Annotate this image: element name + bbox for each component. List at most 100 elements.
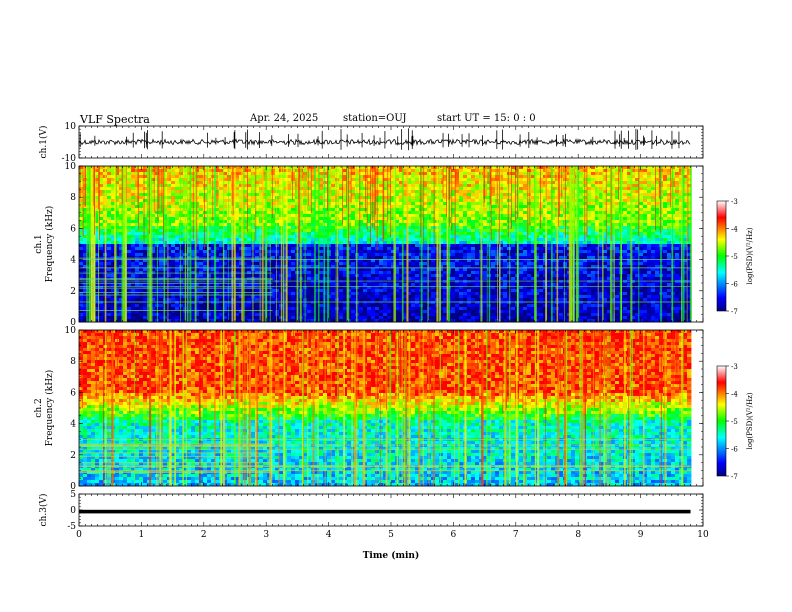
heatmap-cell	[511, 196, 516, 200]
heatmap-cell	[431, 256, 436, 260]
heatmap-cell	[179, 253, 184, 257]
heatmap-cell	[327, 169, 332, 173]
heatmap-cell	[467, 232, 472, 236]
heatmap-cell	[239, 208, 244, 212]
heatmap-cell	[271, 235, 276, 239]
heatmap-cell	[159, 229, 164, 233]
heatmap-cell	[219, 214, 224, 218]
heatmap-cell	[399, 199, 404, 203]
heatmap-cell	[491, 220, 496, 224]
heatmap-cell	[291, 202, 296, 206]
heatmap-cell	[311, 196, 316, 200]
heatmap-cell	[507, 232, 512, 236]
heatmap-cell	[291, 175, 296, 179]
heatmap-cell	[171, 202, 176, 206]
heatmap-cell	[431, 235, 436, 239]
heatmap-cell	[259, 190, 264, 194]
heatmap-cell	[611, 175, 616, 179]
heatmap-cell	[459, 244, 464, 248]
heatmap-cell	[175, 256, 180, 260]
heatmap-cell	[655, 181, 660, 185]
heatmap-cell	[267, 256, 272, 260]
heatmap-cell	[539, 229, 544, 233]
heatmap-cell	[471, 217, 476, 221]
heatmap-cell	[199, 214, 204, 218]
heatmap-cell	[99, 208, 104, 212]
heatmap-cell	[259, 187, 264, 191]
heatmap-cell	[119, 199, 124, 203]
heatmap-cell	[107, 226, 112, 230]
heatmap-cell	[371, 250, 376, 254]
heatmap-cell	[307, 190, 312, 194]
heatmap-cell	[463, 247, 468, 251]
heatmap-cell	[339, 187, 344, 191]
heatmap-cell	[99, 196, 104, 200]
heatmap-cell	[359, 166, 364, 170]
heatmap-cell	[467, 253, 472, 257]
heatmap-cell	[519, 196, 524, 200]
heatmap-cell	[259, 175, 264, 179]
heatmap-cell	[247, 181, 252, 185]
heatmap-cell	[559, 223, 564, 227]
heatmap-cell	[427, 199, 432, 203]
heatmap-cell	[639, 238, 644, 242]
heatmap-cell	[643, 238, 648, 242]
heatmap-cell	[351, 238, 356, 242]
heatmap-cell	[195, 196, 200, 200]
heatmap-cell	[599, 166, 604, 170]
heatmap-cell	[219, 199, 224, 203]
heatmap-cell	[319, 166, 324, 170]
heatmap-cell	[351, 175, 356, 179]
heatmap-cell	[627, 199, 632, 203]
heatmap-cell	[275, 172, 280, 176]
heatmap-cell	[519, 217, 524, 221]
heatmap-cell	[311, 202, 316, 206]
heatmap-cell	[655, 250, 660, 254]
heatmap-cell	[655, 172, 660, 176]
heatmap-cell	[471, 211, 476, 215]
heatmap-cell	[547, 202, 552, 206]
heatmap-cell	[431, 232, 436, 236]
heatmap-cell	[443, 187, 448, 191]
heatmap-cell	[467, 220, 472, 224]
heatmap-cell	[351, 169, 356, 173]
heatmap-cell	[275, 181, 280, 185]
heatmap-cell	[623, 253, 628, 257]
heatmap-cell	[643, 166, 648, 170]
heatmap-cell	[603, 178, 608, 182]
heatmap-cell	[475, 208, 480, 212]
heatmap-cell	[267, 238, 272, 242]
heatmap-cell	[311, 193, 316, 197]
heatmap-cell	[331, 166, 336, 170]
heatmap-cell	[583, 238, 588, 242]
heatmap-cell	[463, 196, 468, 200]
heatmap-cell	[551, 193, 556, 197]
heatmap-cell	[539, 226, 544, 230]
heatmap-cell	[663, 250, 668, 254]
heatmap-cell	[615, 190, 620, 194]
heatmap-cell	[363, 250, 368, 254]
heatmap-cell	[627, 172, 632, 176]
heatmap-cell	[471, 232, 476, 236]
heatmap-cell	[287, 232, 292, 236]
heatmap-cell	[187, 169, 192, 173]
heatmap-cell	[259, 172, 264, 176]
heatmap-cell	[639, 175, 644, 179]
heatmap-cell	[339, 181, 344, 185]
heatmap-cell	[623, 247, 628, 251]
heatmap-cell	[175, 175, 180, 179]
heatmap-cell	[243, 199, 248, 203]
heatmap-cell	[175, 208, 180, 212]
heatmap-cell	[327, 184, 332, 188]
heatmap-cell	[275, 253, 280, 257]
heatmap-cell	[187, 193, 192, 197]
heatmap-cell	[367, 247, 372, 251]
heatmap-cell	[107, 187, 112, 191]
heatmap-cell	[351, 181, 356, 185]
heatmap-cell	[171, 244, 176, 248]
heatmap-cell	[611, 202, 616, 206]
heatmap-cell	[631, 211, 636, 215]
heatmap-cell	[179, 217, 184, 221]
heatmap-cell	[587, 208, 592, 212]
heatmap-cell	[179, 256, 184, 260]
